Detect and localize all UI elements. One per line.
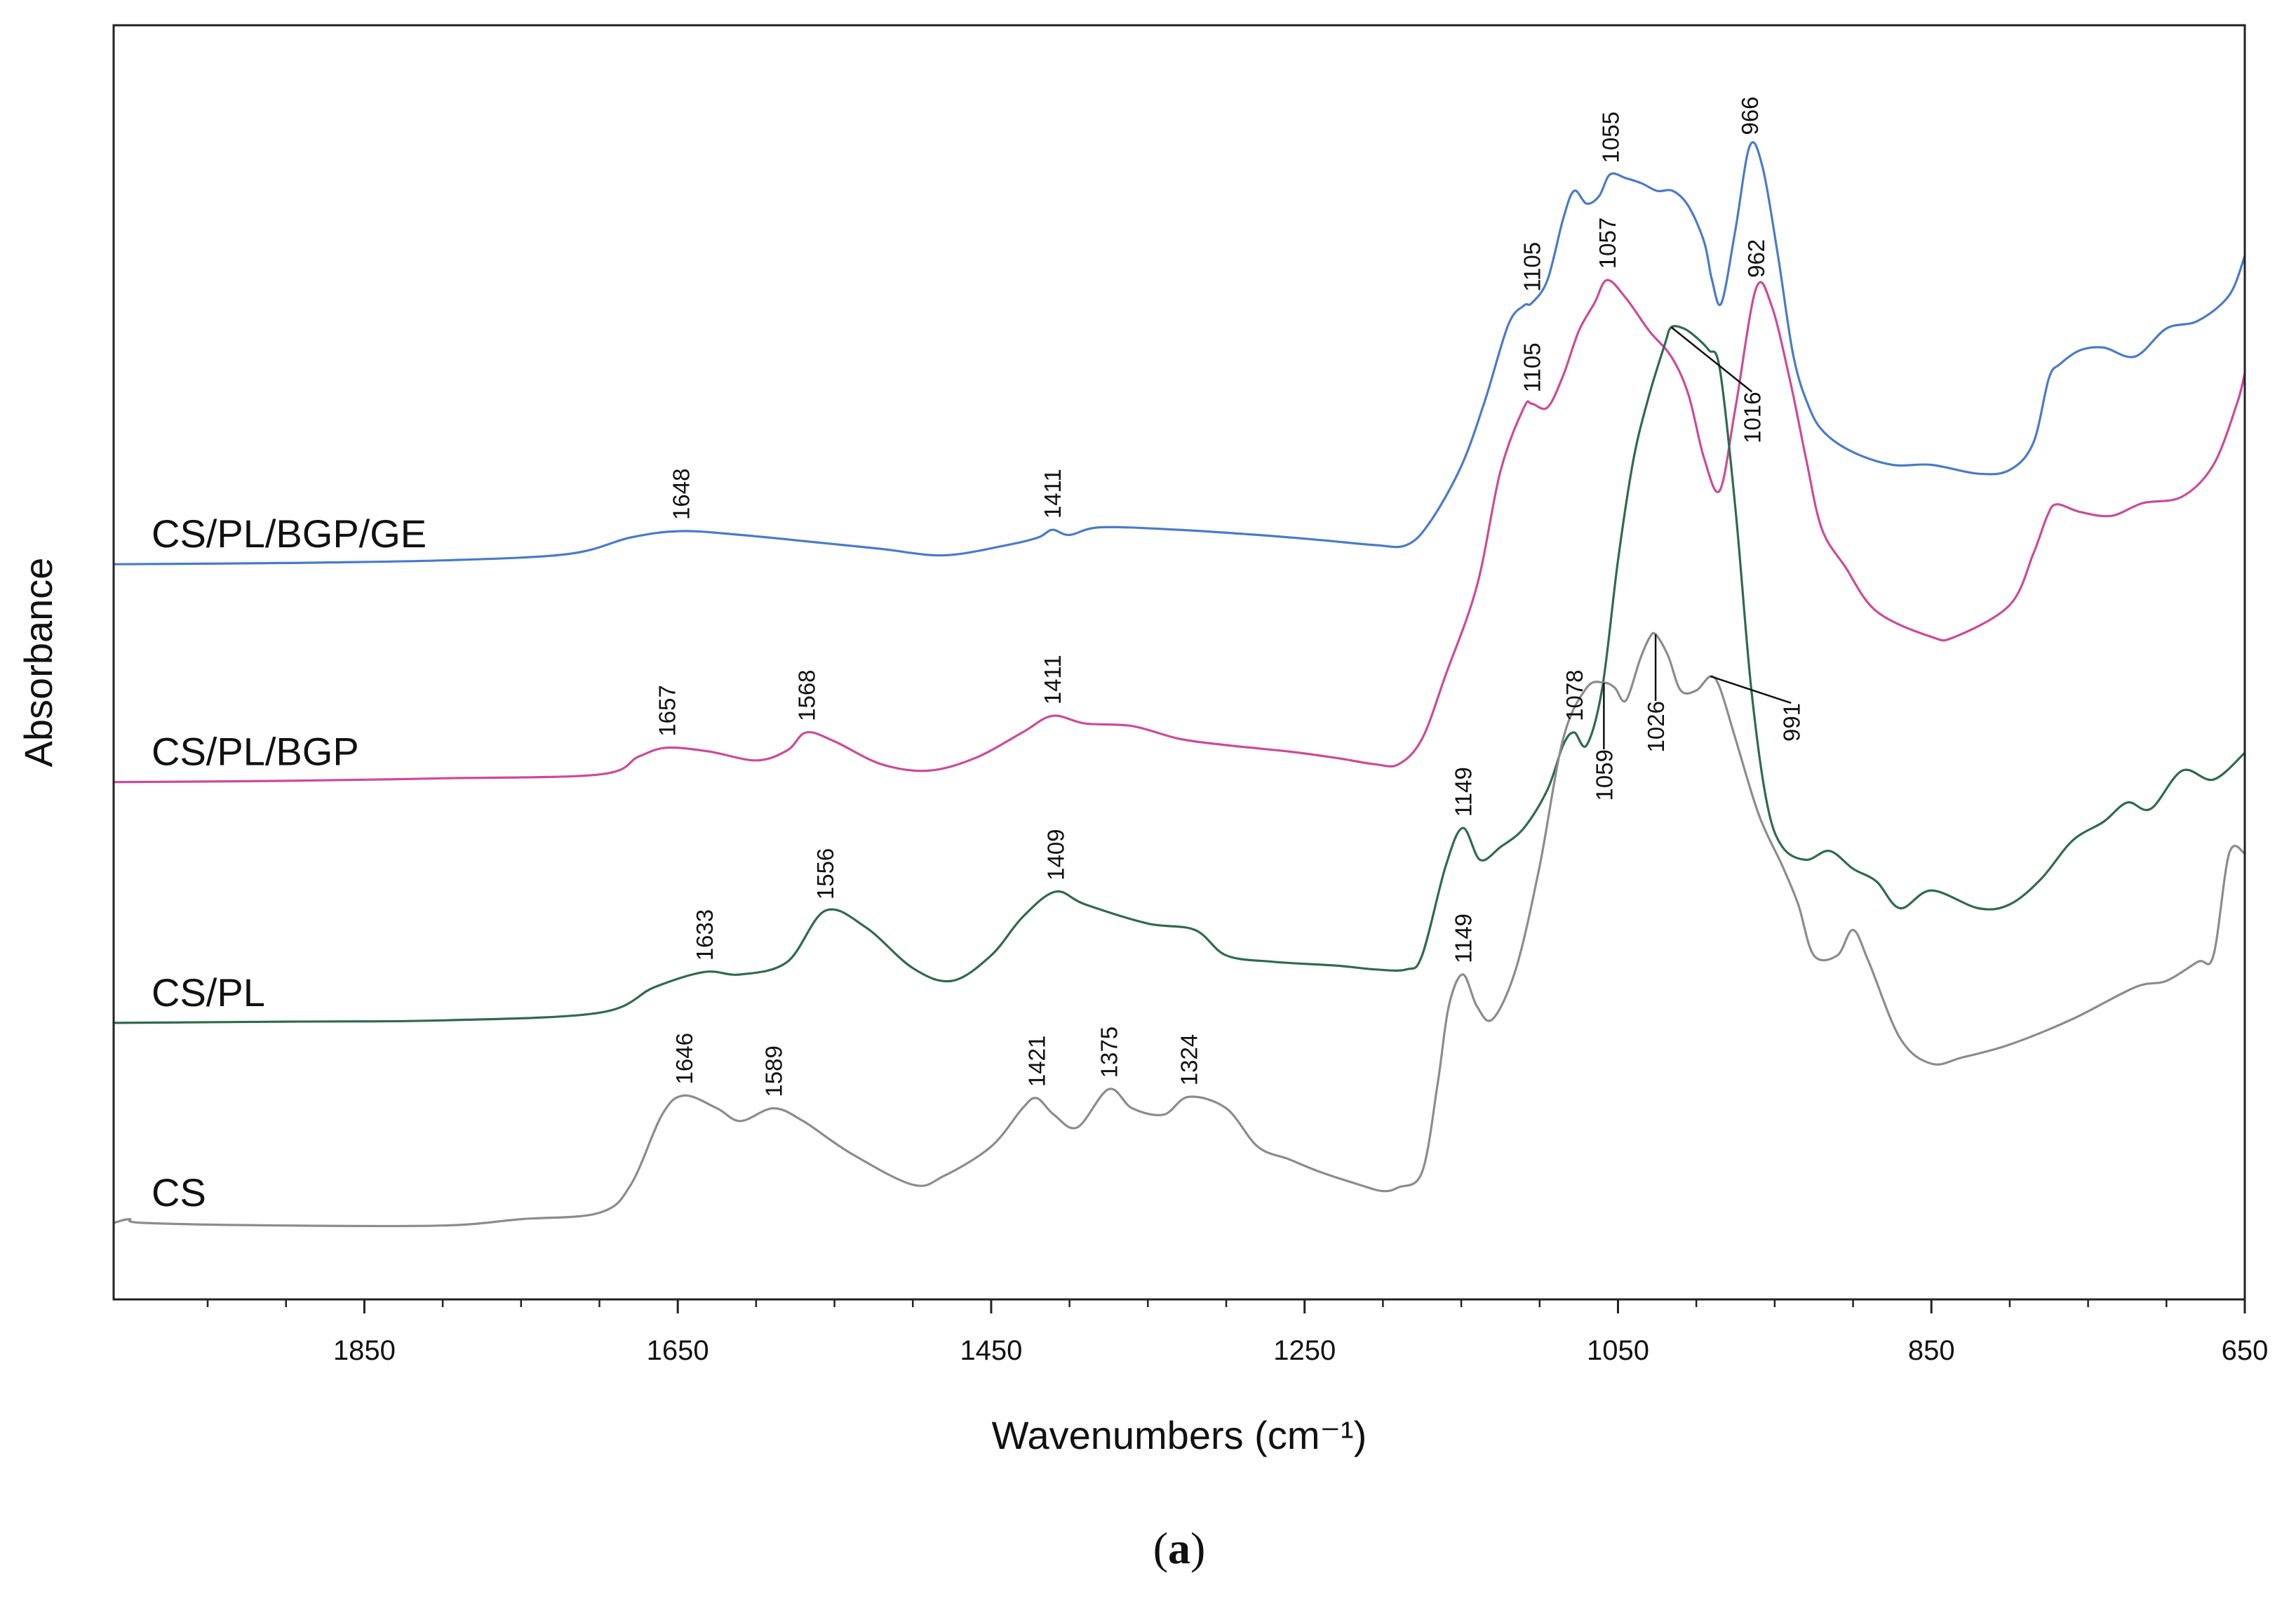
peak-annotation: 1657 [654, 685, 680, 736]
series-line-cs-pl-bgp-ge [112, 141, 2246, 566]
peak-label-1633: 1633 [692, 909, 718, 961]
peak-annotation: 1149 [1450, 767, 1476, 817]
peak-annotation: 1016 [1670, 326, 1765, 443]
peak-annotation: 1648 [669, 469, 694, 520]
peak-label-1409: 1409 [1043, 829, 1069, 880]
peak-label-1411: 1411 [1040, 469, 1066, 518]
series-labels: CS/PL/BGP/GE CS/PL/BGP CS/PL CS [152, 511, 427, 1215]
x-tick-label-1450: 1450 [960, 1335, 1022, 1366]
peak-annotation: 1421 [1024, 1036, 1050, 1087]
peak-label-1411: 1411 [1040, 655, 1066, 704]
peak-annotation: 991 [1710, 675, 1804, 742]
peak-leader-line [1670, 326, 1753, 393]
peak-annotations: 1648 1411 1105 1055 966 1657 1568 1411 1105 1057 9… [654, 96, 1805, 1097]
peak-annotation: 1633 [692, 909, 718, 961]
peak-label-1059: 1059 [1591, 749, 1617, 801]
x-axis-title: Wavenumbers (cm⁻¹) [992, 1413, 1367, 1457]
peak-label-1568: 1568 [793, 669, 819, 721]
series-line-cs [112, 631, 2246, 1228]
peak-label-962: 962 [1743, 239, 1769, 278]
peak-label-1016: 1016 [1739, 392, 1765, 443]
peak-label-1026: 1026 [1643, 701, 1669, 752]
peak-label-1324: 1324 [1176, 1034, 1202, 1085]
peak-label-1657: 1657 [654, 685, 680, 736]
peak-label-966: 966 [1737, 96, 1763, 135]
peak-label-1556: 1556 [812, 848, 838, 899]
x-axis-ticks: 1850 1650 1450 1250 1050 850 650 [206, 1299, 2269, 1366]
peak-annotation: 1646 [671, 1033, 697, 1084]
peak-annotation: 1059 [1591, 683, 1617, 801]
peak-label-1149: 1149 [1450, 914, 1476, 963]
peak-label-1057: 1057 [1595, 218, 1620, 269]
peak-label-1105: 1105 [1519, 242, 1545, 292]
x-tick-label-1250: 1250 [1273, 1335, 1336, 1366]
x-tick-label-850: 850 [1908, 1335, 1955, 1366]
panel-label-close: ) [1190, 1523, 1205, 1573]
peak-annotation: 1026 [1643, 634, 1669, 752]
panel-label-letter: a [1168, 1523, 1190, 1573]
peak-annotation: 1375 [1096, 1026, 1122, 1078]
peak-annotation: 1324 [1176, 1034, 1202, 1085]
peak-annotation: 1055 [1597, 112, 1623, 163]
peak-annotation: 1411 [1040, 655, 1066, 704]
panel-label: (a) [1153, 1523, 1206, 1573]
peak-annotation: 1556 [812, 848, 838, 899]
peak-annotation: 1589 [760, 1045, 786, 1097]
peak-annotation: 1105 [1519, 242, 1545, 292]
peak-annotation: 966 [1737, 96, 1763, 135]
peak-label-1055: 1055 [1597, 112, 1623, 163]
panel-label-open: ( [1153, 1523, 1168, 1573]
peak-annotation: 962 [1743, 239, 1769, 278]
peak-annotation: 1568 [793, 669, 819, 721]
peak-annotation: 1409 [1043, 829, 1069, 880]
series-label-cs-pl: CS/PL [152, 970, 265, 1015]
y-axis-title: Absorbance [16, 558, 60, 768]
series-line-cs-pl [112, 325, 2246, 1024]
peak-annotation: 1149 [1450, 914, 1476, 963]
peak-label-991: 991 [1778, 703, 1804, 742]
peak-label-1078: 1078 [1562, 669, 1587, 721]
series-label-cs-pl-bgp-ge: CS/PL/BGP/GE [152, 511, 427, 556]
x-tick-label-1650: 1650 [647, 1335, 709, 1366]
peak-label-1646: 1646 [671, 1033, 697, 1084]
x-tick-label-1050: 1050 [1587, 1335, 1649, 1366]
peak-label-1375: 1375 [1096, 1026, 1122, 1078]
peak-label-1648: 1648 [669, 469, 694, 520]
plot-frame [112, 24, 2246, 1301]
series-layer [112, 141, 2246, 1228]
x-tick-label-1850: 1850 [333, 1335, 396, 1366]
series-label-cs: CS [152, 1170, 206, 1215]
peak-label-1421: 1421 [1024, 1036, 1050, 1087]
peak-label-1149: 1149 [1450, 767, 1476, 817]
x-tick-label-650: 650 [2222, 1335, 2269, 1366]
series-label-cs-pl-bgp: CS/PL/BGP [152, 730, 359, 774]
series-line-cs-pl-bgp [112, 279, 2246, 784]
peak-label-1589: 1589 [760, 1045, 786, 1097]
peak-leader-line [1710, 675, 1792, 704]
peak-annotation: 1078 [1562, 669, 1587, 721]
peak-annotation: 1105 [1519, 342, 1545, 392]
peak-label-1105: 1105 [1519, 342, 1545, 392]
peak-annotation: 1411 [1040, 469, 1066, 518]
peak-annotation: 1057 [1595, 218, 1620, 269]
